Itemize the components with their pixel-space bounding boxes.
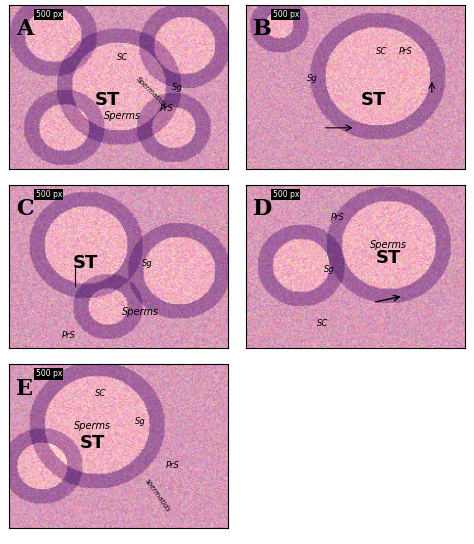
Text: Sperms: Sperms [74, 422, 111, 431]
Text: PrS: PrS [62, 331, 75, 339]
Text: Sperms: Sperms [122, 307, 159, 317]
Text: PrS: PrS [331, 213, 345, 222]
Text: 500 px: 500 px [36, 190, 62, 199]
Text: D: D [253, 198, 272, 220]
Text: spermatids: spermatids [144, 477, 172, 513]
Text: Spermatids: Spermatids [135, 76, 167, 108]
Text: 500 px: 500 px [36, 10, 62, 20]
Text: B: B [253, 18, 272, 40]
Text: PrS: PrS [399, 47, 412, 55]
Text: 500 px: 500 px [36, 369, 62, 379]
Text: Sperms: Sperms [104, 112, 141, 121]
Text: 500 px: 500 px [273, 190, 299, 199]
Text: ST: ST [360, 91, 386, 109]
Text: Sg: Sg [141, 259, 152, 268]
Text: Sg: Sg [135, 417, 146, 426]
Text: SC: SC [117, 53, 128, 62]
Text: SC: SC [317, 319, 328, 328]
Text: ST: ST [375, 249, 401, 268]
Text: Sperms: Sperms [370, 240, 407, 250]
Text: ST: ST [95, 91, 120, 109]
Text: Sg: Sg [172, 83, 183, 91]
Text: 500 px: 500 px [273, 10, 299, 20]
Text: Sg: Sg [307, 75, 317, 83]
Text: E: E [16, 378, 33, 399]
Text: ST: ST [73, 254, 99, 273]
Text: A: A [16, 18, 33, 40]
Text: PrS: PrS [166, 461, 180, 470]
Text: Sg: Sg [324, 265, 335, 274]
Text: SC: SC [95, 390, 107, 398]
Text: PrS: PrS [160, 104, 173, 113]
Text: C: C [16, 198, 34, 220]
Text: SC: SC [376, 47, 387, 55]
Text: ST: ST [80, 434, 105, 452]
